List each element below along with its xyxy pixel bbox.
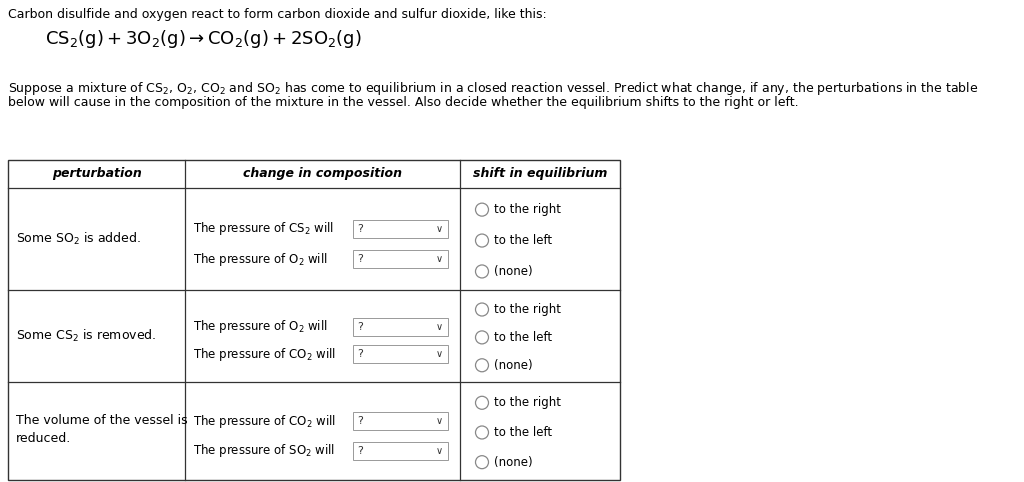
Text: (none): (none): [494, 455, 532, 469]
Text: to the right: to the right: [494, 203, 561, 216]
Text: The pressure of $\mathregular{O_2}$ will: The pressure of $\mathregular{O_2}$ will: [193, 318, 328, 335]
Text: shift in equilibrium: shift in equilibrium: [473, 168, 607, 180]
Text: to the left: to the left: [494, 426, 552, 439]
Text: ?: ?: [357, 445, 362, 455]
Text: perturbation: perturbation: [51, 168, 141, 180]
Text: ∨: ∨: [436, 322, 443, 332]
FancyBboxPatch shape: [353, 412, 449, 430]
Text: The pressure of $\mathregular{CO_2}$ will: The pressure of $\mathregular{CO_2}$ wil…: [193, 413, 336, 429]
Text: ?: ?: [357, 322, 362, 332]
Text: $\mathregular{CS_2(g)+3O_2(g) \rightarrow CO_2(g)+2SO_2(g)}$: $\mathregular{CS_2(g)+3O_2(g) \rightarro…: [45, 28, 361, 50]
Text: (none): (none): [494, 359, 532, 372]
Text: below will cause in the composition of the mixture in the vessel. Also decide wh: below will cause in the composition of t…: [8, 96, 799, 109]
Text: to the right: to the right: [494, 303, 561, 316]
Text: to the left: to the left: [494, 234, 552, 247]
Text: ∨: ∨: [436, 416, 443, 426]
Text: ∨: ∨: [436, 349, 443, 360]
FancyBboxPatch shape: [353, 251, 449, 268]
Text: to the right: to the right: [494, 396, 561, 409]
Text: to the left: to the left: [494, 331, 552, 344]
Text: The pressure of $\mathregular{CS_2}$ will: The pressure of $\mathregular{CS_2}$ wil…: [193, 220, 334, 237]
Text: The volume of the vessel is: The volume of the vessel is: [16, 415, 187, 428]
Text: ∨: ∨: [436, 254, 443, 265]
FancyBboxPatch shape: [353, 318, 449, 336]
Text: ?: ?: [357, 224, 362, 234]
Text: reduced.: reduced.: [16, 432, 72, 445]
FancyBboxPatch shape: [353, 220, 449, 238]
Text: change in composition: change in composition: [243, 168, 402, 180]
Text: The pressure of $\mathregular{O_2}$ will: The pressure of $\mathregular{O_2}$ will: [193, 251, 328, 268]
Text: ?: ?: [357, 254, 362, 265]
Text: ?: ?: [357, 416, 362, 426]
Text: Some $\mathregular{CS_2}$ is removed.: Some $\mathregular{CS_2}$ is removed.: [16, 328, 157, 344]
Text: ∨: ∨: [436, 445, 443, 455]
FancyBboxPatch shape: [353, 442, 449, 460]
Text: The pressure of $\mathregular{CO_2}$ will: The pressure of $\mathregular{CO_2}$ wil…: [193, 346, 336, 363]
Text: ∨: ∨: [436, 224, 443, 234]
Text: Some $\mathregular{SO_2}$ is added.: Some $\mathregular{SO_2}$ is added.: [16, 231, 141, 247]
Text: Carbon disulfide and oxygen react to form carbon dioxide and sulfur dioxide, lik: Carbon disulfide and oxygen react to for…: [8, 8, 547, 21]
Text: (none): (none): [494, 265, 532, 278]
Text: The pressure of $\mathregular{SO_2}$ will: The pressure of $\mathregular{SO_2}$ wil…: [193, 442, 335, 459]
FancyBboxPatch shape: [353, 346, 449, 363]
Text: ?: ?: [357, 349, 362, 360]
Text: Suppose a mixture of $\mathregular{CS_2}$, $\mathregular{O_2}$, $\mathregular{CO: Suppose a mixture of $\mathregular{CS_2}…: [8, 80, 979, 97]
